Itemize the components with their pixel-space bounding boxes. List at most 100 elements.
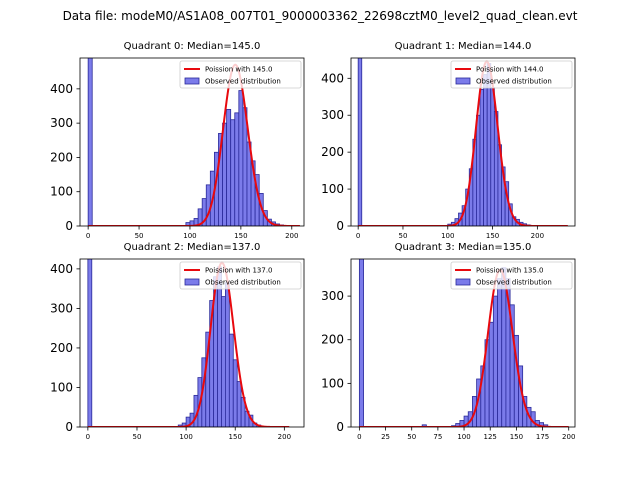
figure-title: Data file: modeM0/AS1A08_007T01_90000033… [63,9,578,23]
y-tick-label: 200 [321,145,344,159]
y-tick-label: 0 [65,420,73,434]
y-tick-label: 300 [50,116,73,130]
histogram-bar [234,112,240,226]
x-tick-label: 0 [86,433,90,441]
plot-area [357,58,568,226]
y-tick-label: 300 [50,301,73,315]
x-tick-label: 150 [486,232,499,240]
x-tick-label: 0 [86,232,90,240]
x-tick-label: 100 [441,232,454,240]
x-tick-label: 200 [562,433,575,441]
x-tick-label: 150 [510,433,523,441]
legend-label-observed: Observed distribution [205,279,281,287]
histogram-bar [476,114,481,226]
legend-label-fit: Poission with 144.0 [476,66,544,74]
histogram-bar [230,119,236,226]
histogram-bar [488,321,494,427]
x-tick-label: 150 [229,433,242,441]
legend-box [179,60,302,89]
x-tick-label: 200 [531,232,544,240]
x-tick-label: 100 [179,433,192,441]
chart-panel-3: Quadrant 3: Median=135.0 0 25 50 75 100 125 150… [321,242,576,441]
histogram-bar [87,58,93,226]
y-tick-label: 400 [321,71,344,85]
x-tick-label: 0 [357,433,361,441]
plot-area [87,58,300,226]
x-tick-label: 50 [407,433,416,441]
histogram-bar [87,259,93,427]
histogram-bar [222,122,228,226]
y-tick-label: 0 [336,219,344,233]
y-tick-label: 300 [321,289,344,303]
y-tick-label: 400 [50,82,73,96]
plot-area [358,259,569,427]
x-tick-label: 150 [234,232,247,240]
histogram-bar [501,267,507,427]
legend-bar-swatch [184,77,200,85]
histogram-bar [238,90,244,226]
legend-label-fit: Poission with 135.0 [476,267,544,275]
histogram-bar [497,278,503,427]
panels: Quadrant 0: Median=145.0 0 50 100 150 200 0 100… [50,41,576,441]
chart-panel-0: Quadrant 0: Median=145.0 0 50 100 150 200 0 100… [50,41,305,240]
histogram-bar [221,296,226,427]
x-tick-label: 200 [278,433,291,441]
histogram-bar [479,88,485,226]
y-tick-label: 200 [321,333,344,347]
y-tick-label: 100 [321,376,344,390]
axes-frame [350,258,576,428]
plot-area [87,259,290,427]
legend-bar-swatch [455,77,471,85]
poisson-fit-line [88,63,300,226]
histogram-bar [232,359,238,427]
panel-title: Quadrant 0: Median=145.0 [124,41,261,52]
legend: Poission with 137.0 Observed distribution [179,261,302,290]
histogram-bar [225,282,230,427]
histogram-bar [205,184,211,226]
y-tick-label: 300 [321,108,344,122]
y-tick-label: 400 [50,262,73,276]
y-tick-label: 100 [50,185,73,199]
histogram-bar [236,381,242,427]
legend-label-fit: Poission with 137.0 [205,267,273,275]
legend-box [450,261,573,290]
legend-label-fit: Poission with 145.0 [205,66,273,74]
x-tick-label: 0 [356,232,360,240]
histogram-bar [217,266,222,427]
x-tick-label: 125 [484,433,497,441]
poisson-fit-line [359,268,569,427]
y-tick-label: 0 [336,420,344,434]
legend-label-observed: Observed distribution [476,78,552,86]
legend: Poission with 145.0 Observed distribution [179,60,302,89]
x-tick-label: 25 [381,433,390,441]
y-tick-label: 200 [50,341,73,355]
x-tick-label: 50 [135,232,144,240]
histogram-bar [226,109,232,226]
panel-title: Quadrant 3: Median=135.0 [395,242,532,253]
legend-box [450,60,573,89]
x-tick-label: 50 [399,232,408,240]
histogram-bar [358,259,364,427]
x-tick-label: 50 [133,433,142,441]
y-tick-label: 100 [321,182,344,196]
x-tick-label: 75 [433,433,442,441]
legend-bar-swatch [184,278,200,286]
axes-frame [79,57,305,227]
y-tick-label: 100 [50,380,73,394]
axes-frame [79,258,305,428]
y-tick-label: 200 [50,150,73,164]
x-tick-label: 175 [536,433,549,441]
panel-title: Quadrant 1: Median=144.0 [395,41,532,52]
x-tick-label: 100 [457,433,470,441]
chart-panel-1: Quadrant 1: Median=144.0 0 50 100 150 200 0 100… [321,41,576,240]
histogram-bar [483,74,488,226]
x-tick-label: 200 [285,232,298,240]
legend-label-observed: Observed distribution [205,78,281,86]
panel-title: Quadrant 2: Median=137.0 [124,242,261,253]
histogram-bar [228,333,234,427]
histogram-bar [357,58,363,226]
axes-frame [350,57,576,227]
histogram-bar [490,87,495,226]
x-tick-label: 100 [183,232,196,240]
